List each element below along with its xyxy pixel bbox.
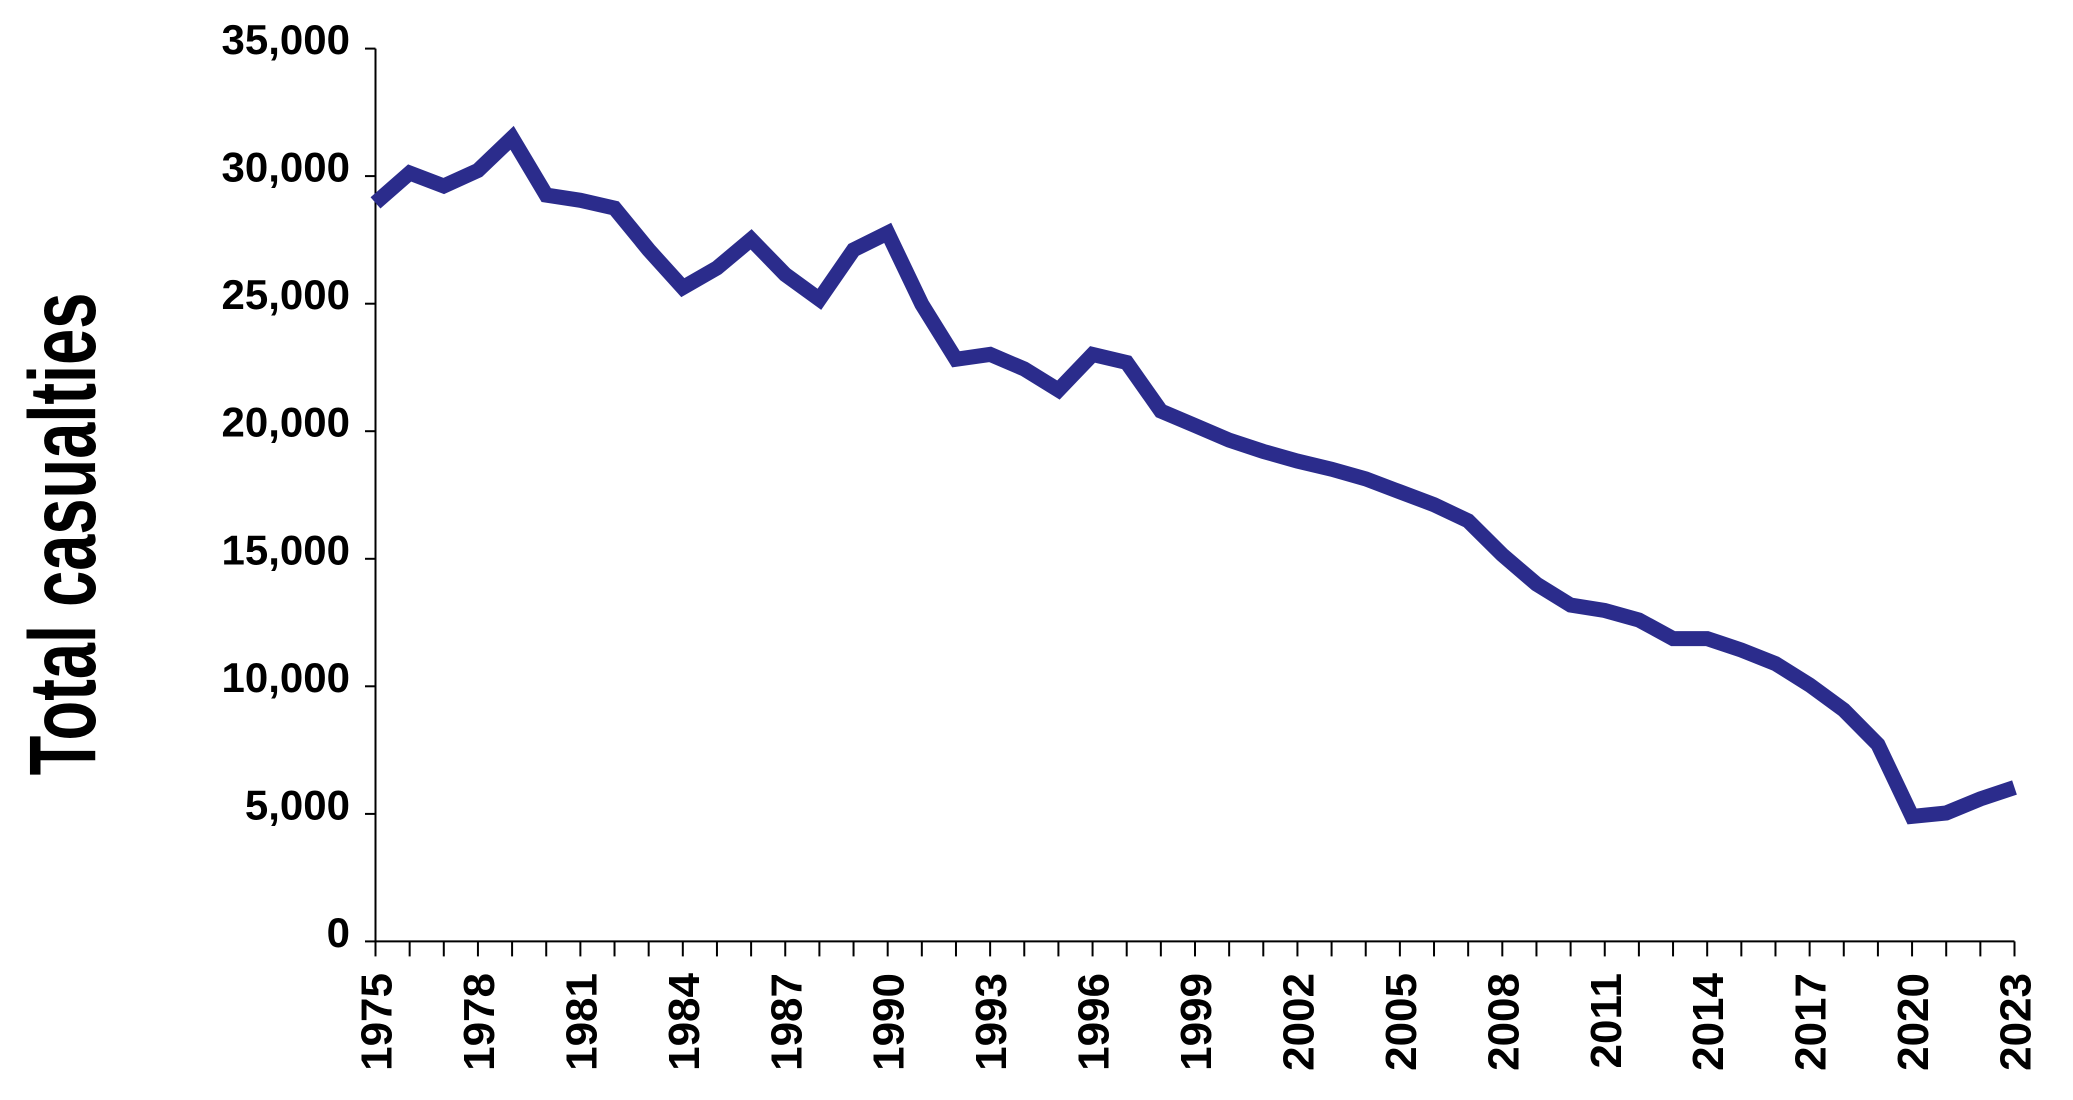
svg-text:2020: 2020 xyxy=(1889,973,1938,1071)
svg-text:10,000: 10,000 xyxy=(222,654,350,701)
svg-text:2014: 2014 xyxy=(1684,972,1733,1070)
svg-text:1999: 1999 xyxy=(1172,973,1221,1071)
svg-text:2023: 2023 xyxy=(1992,973,2041,1071)
svg-text:2008: 2008 xyxy=(1479,973,1528,1071)
svg-text:15,000: 15,000 xyxy=(222,526,350,573)
svg-text:1996: 1996 xyxy=(1070,973,1119,1071)
svg-text:1987: 1987 xyxy=(762,973,811,1071)
svg-text:2005: 2005 xyxy=(1377,973,1426,1071)
svg-text:Total casualties: Total casualties xyxy=(11,293,116,776)
svg-text:1981: 1981 xyxy=(557,973,606,1071)
svg-text:1975: 1975 xyxy=(353,973,402,1071)
svg-text:2011: 2011 xyxy=(1582,973,1631,1068)
svg-text:0: 0 xyxy=(327,909,350,956)
svg-text:20,000: 20,000 xyxy=(222,399,350,446)
svg-text:1993: 1993 xyxy=(967,973,1016,1071)
svg-text:25,000: 25,000 xyxy=(222,271,350,318)
svg-text:35,000: 35,000 xyxy=(222,16,350,63)
svg-text:2002: 2002 xyxy=(1274,973,1323,1071)
svg-text:1978: 1978 xyxy=(455,973,504,1071)
svg-text:2017: 2017 xyxy=(1787,973,1836,1071)
svg-text:5,000: 5,000 xyxy=(245,781,350,828)
svg-text:1984: 1984 xyxy=(660,972,709,1070)
svg-text:30,000: 30,000 xyxy=(222,144,350,191)
svg-text:1990: 1990 xyxy=(865,973,914,1071)
